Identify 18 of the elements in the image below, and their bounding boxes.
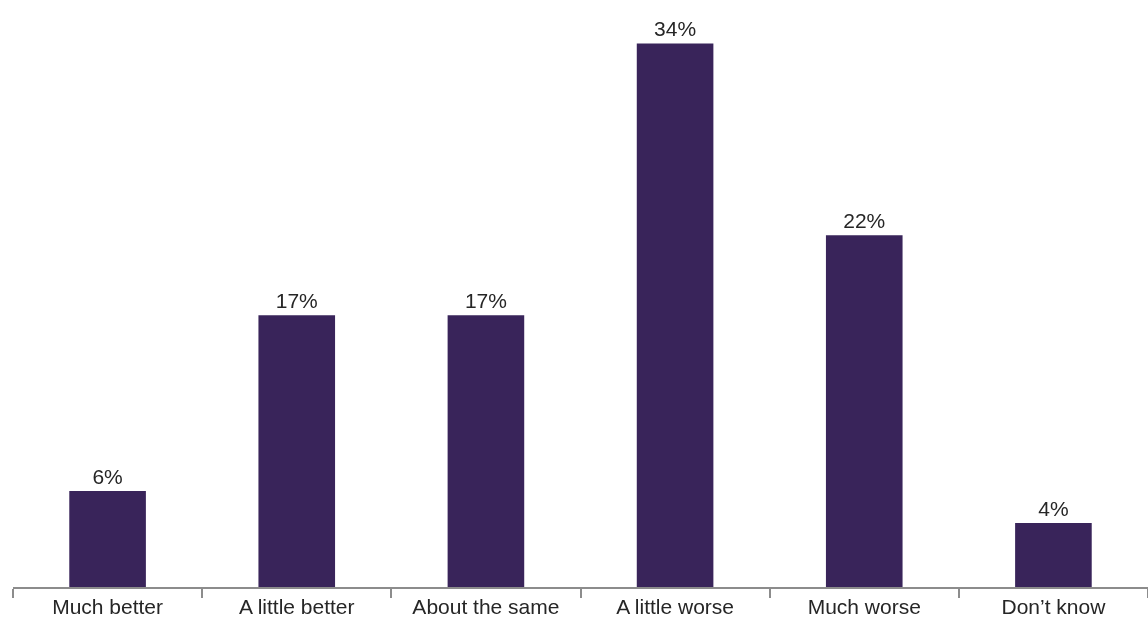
data-label: 17% — [275, 289, 318, 313]
x-tick-label: Don’t know — [1001, 595, 1107, 619]
bar — [1015, 523, 1092, 587]
bar — [825, 235, 903, 587]
x-tick-label: About the same — [412, 595, 560, 619]
data-label: 34% — [654, 17, 697, 41]
x-tick-label: Much worse — [807, 595, 921, 619]
bar — [447, 315, 525, 587]
data-label: 17% — [464, 289, 507, 313]
bar — [258, 315, 336, 587]
x-tick-label: A little worse — [616, 595, 735, 619]
x-tick-label: A little better — [238, 595, 355, 619]
data-label: 22% — [843, 209, 886, 233]
data-label: 4% — [1038, 497, 1069, 521]
bar — [636, 43, 714, 587]
data-label: 6% — [92, 465, 123, 489]
x-tick-label: Much better — [52, 595, 164, 619]
bar — [69, 491, 146, 587]
